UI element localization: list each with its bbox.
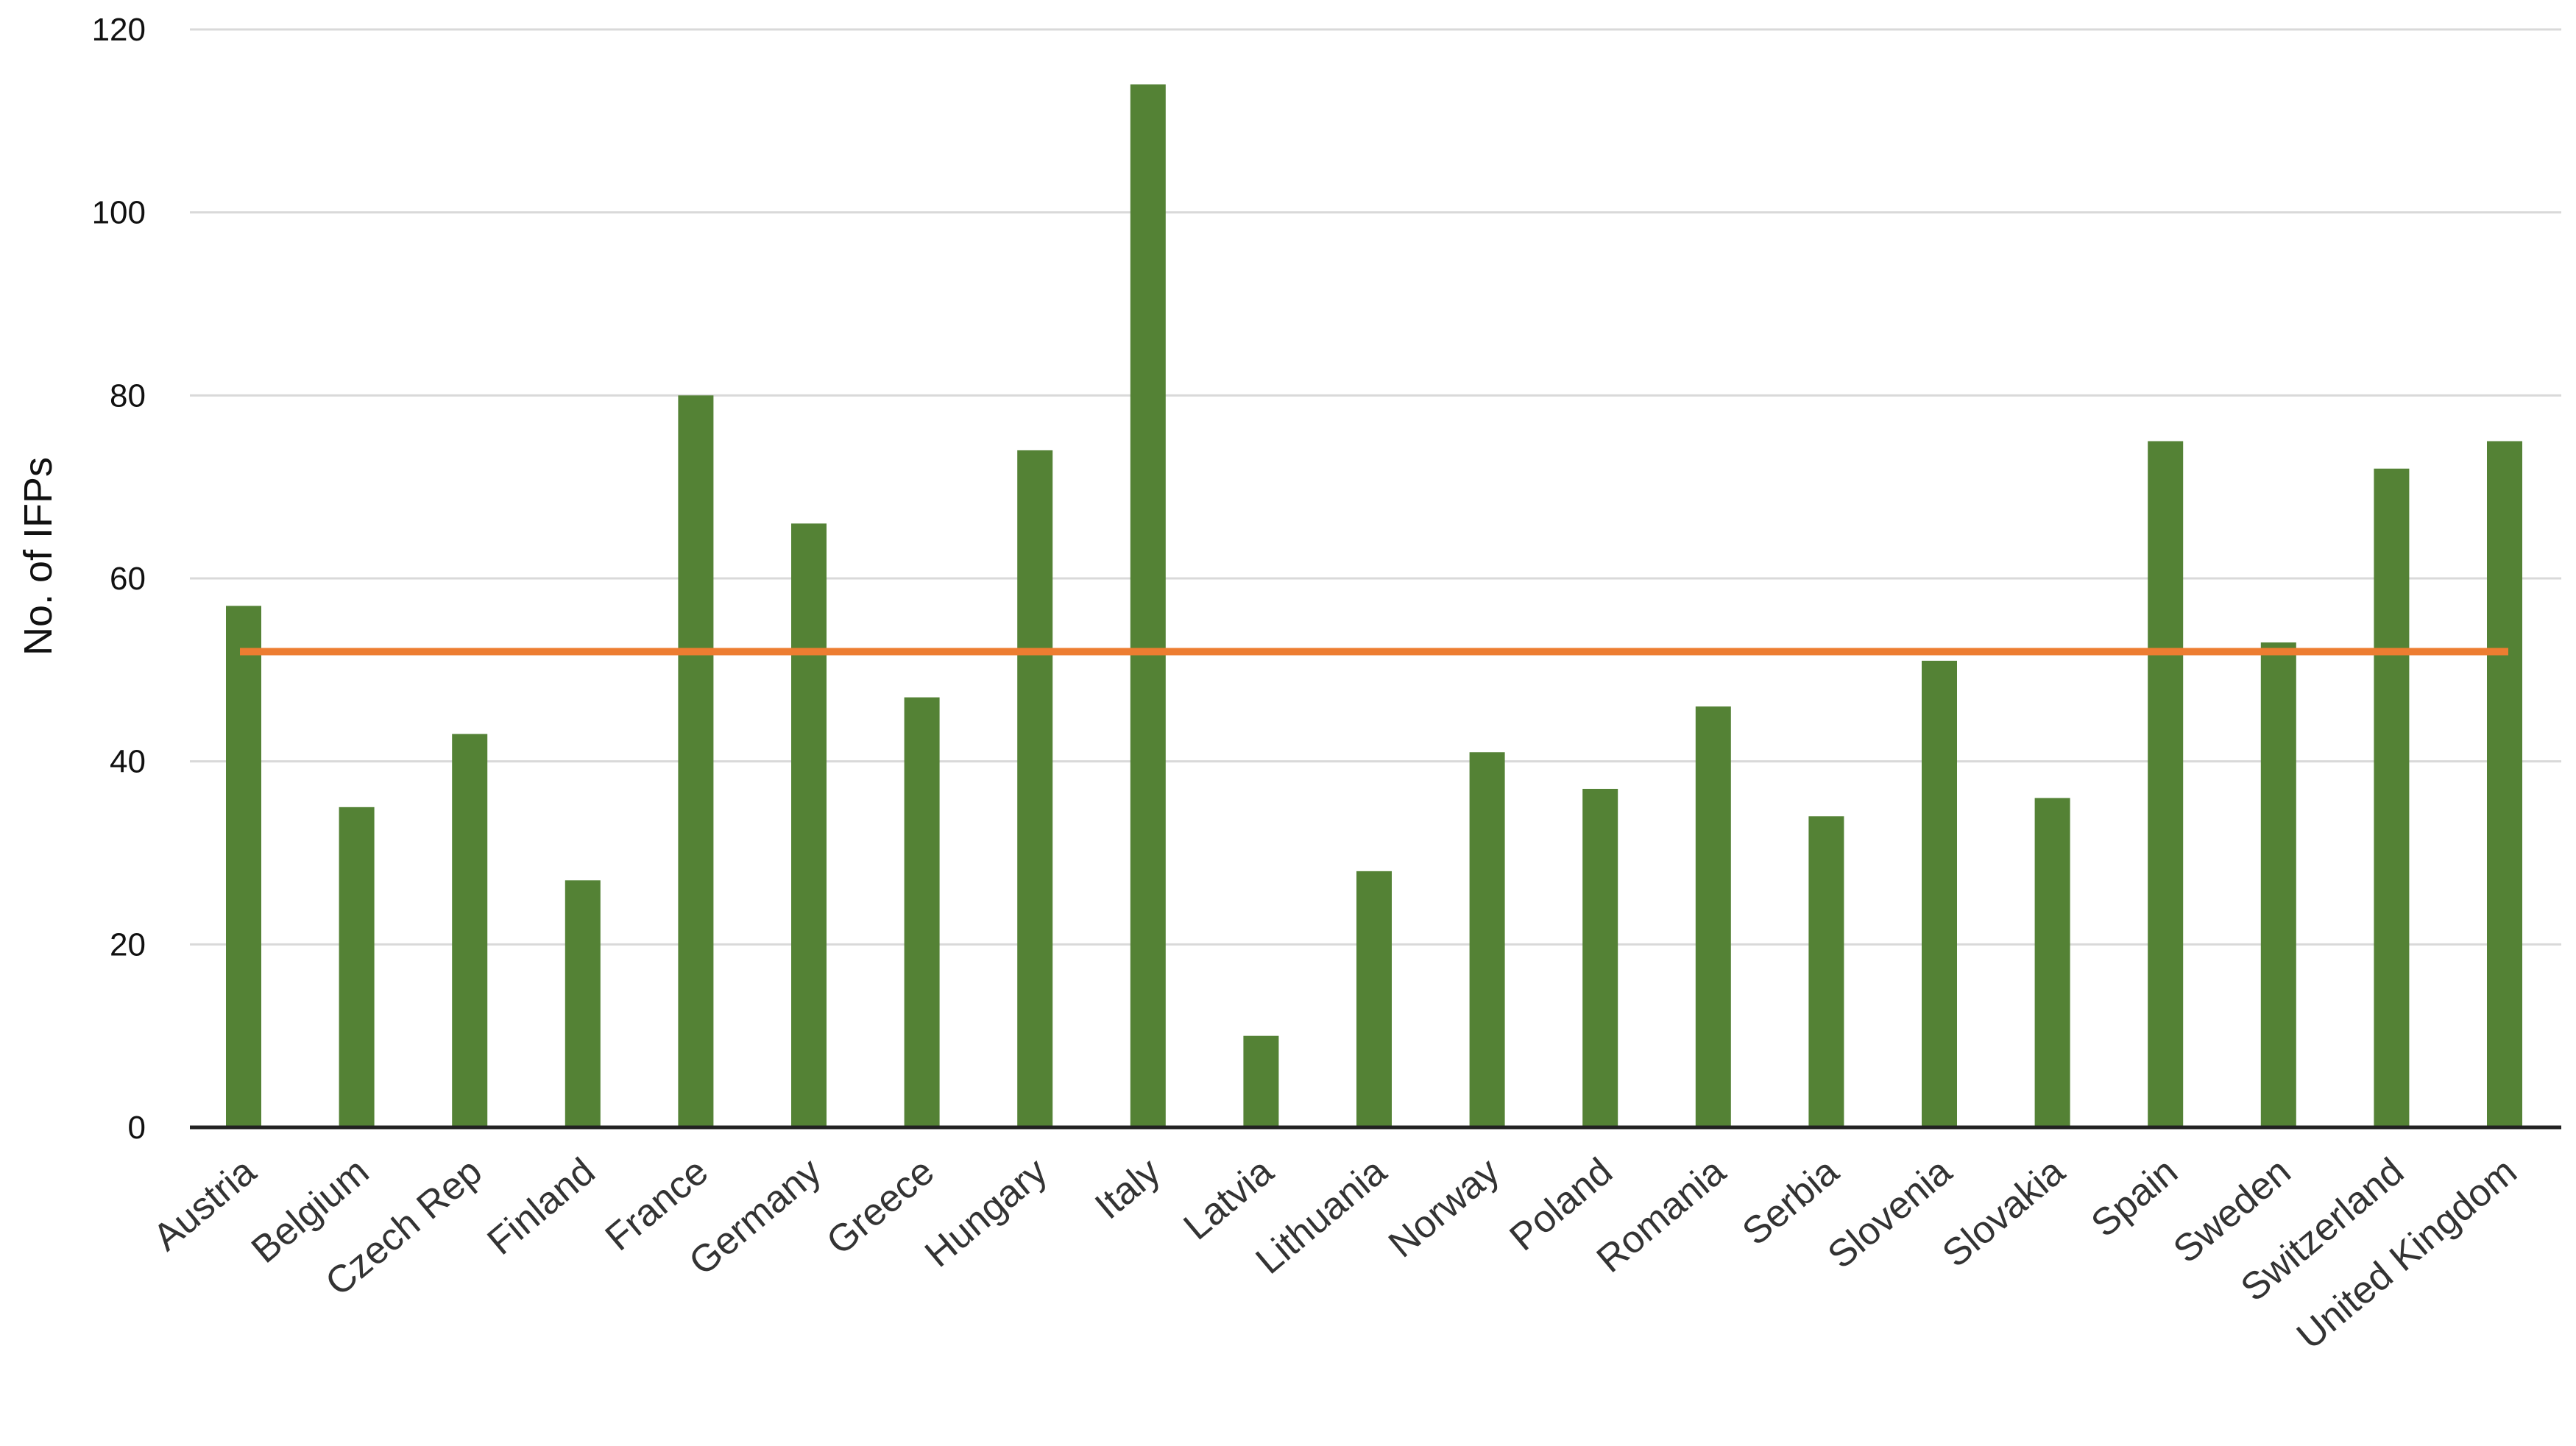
bar-austria bbox=[226, 606, 261, 1127]
y-tick-label: 120 bbox=[92, 12, 146, 48]
gridlines bbox=[190, 28, 2561, 946]
y-tick-label: 80 bbox=[110, 378, 146, 414]
bar-united-kingdom bbox=[2487, 441, 2522, 1127]
x-tick-label: Finland bbox=[480, 1150, 604, 1264]
bar-france bbox=[678, 395, 714, 1127]
y-axis-title: No. of IFPs bbox=[16, 457, 60, 656]
bar-slovenia bbox=[1922, 660, 1957, 1127]
bar-romania bbox=[1695, 706, 1731, 1127]
x-tick-label: Latvia bbox=[1176, 1150, 1282, 1249]
y-axis-tick-labels: 0 20 40 60 80 100 120 bbox=[92, 12, 146, 1146]
x-tick-label: Romania bbox=[1589, 1150, 1734, 1281]
x-tick-label: Slovakia bbox=[1934, 1150, 2073, 1276]
y-tick-label: 20 bbox=[110, 926, 146, 963]
bar-lithuania bbox=[1356, 871, 1392, 1127]
bars bbox=[226, 84, 2522, 1128]
x-tick-label: Italy bbox=[1087, 1150, 1168, 1228]
bar-finland bbox=[565, 880, 601, 1127]
x-tick-label: Norway bbox=[1381, 1150, 1507, 1266]
bar-sweden bbox=[2260, 642, 2296, 1127]
bar-switzerland bbox=[2374, 468, 2410, 1127]
bar-greece bbox=[904, 697, 940, 1127]
x-tick-label: Hungary bbox=[917, 1150, 1055, 1276]
bar-germany bbox=[791, 523, 827, 1127]
bar-hungary bbox=[1017, 450, 1053, 1127]
bar-norway bbox=[1469, 752, 1505, 1127]
x-tick-label: Slovenia bbox=[1820, 1150, 1960, 1277]
y-tick-label: 100 bbox=[92, 195, 146, 231]
y-tick-label: 40 bbox=[110, 744, 146, 780]
bar-czech-rep bbox=[452, 734, 488, 1127]
bar-italy bbox=[1130, 84, 1166, 1128]
y-tick-label: 0 bbox=[128, 1110, 146, 1146]
bar-spain bbox=[2148, 441, 2184, 1127]
bar-slovakia bbox=[2034, 798, 2070, 1127]
y-tick-label: 60 bbox=[110, 561, 146, 597]
bar-latvia bbox=[1243, 1035, 1279, 1127]
bar-poland bbox=[1582, 788, 1618, 1127]
bar-serbia bbox=[1808, 816, 1844, 1127]
x-tick-label: Spain bbox=[2084, 1150, 2186, 1246]
bar-belgium bbox=[339, 807, 375, 1127]
